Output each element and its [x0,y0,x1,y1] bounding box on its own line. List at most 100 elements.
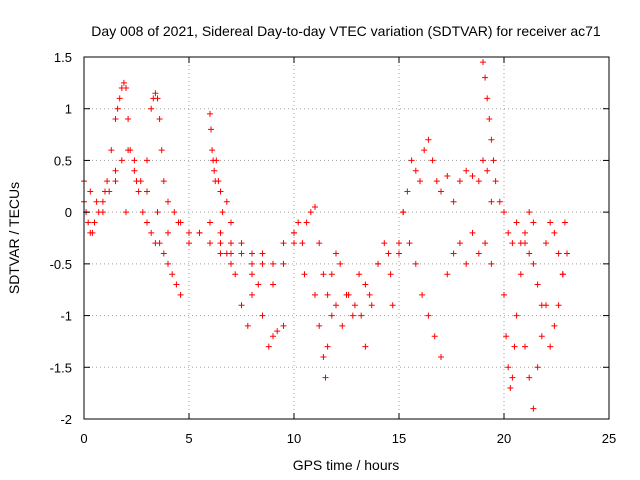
data-point [400,209,407,216]
data-point [270,260,276,267]
data-point [349,312,356,319]
data-point [503,333,510,340]
y-tick-label: -2 [60,412,72,427]
data-point [438,188,444,195]
data-point [496,198,503,205]
data-point [475,178,482,185]
data-point [177,291,184,298]
data-point [270,333,276,340]
data-point [316,240,323,247]
y-axis: -2 -1.5 -1 -0.5 0 0.5 1 1.5 [50,50,609,427]
data-point [366,291,373,298]
data-point [488,136,495,143]
data-point [490,157,497,164]
x-axis: 0 5 10 15 20 25 [80,57,616,446]
data-point [265,343,272,350]
data-point [389,302,396,309]
data-point [307,209,314,216]
data-point [526,250,533,257]
data-point [249,260,255,267]
data-point [259,312,266,319]
data-point [123,209,129,216]
y-tick-label: -1 [60,309,72,324]
data-point [501,291,507,298]
data-point [482,240,489,247]
series-track-k [501,250,570,412]
data-point [547,219,554,226]
data-point [538,333,545,340]
data-point [274,328,281,335]
y-tick-label: 0 [65,205,72,220]
data-point [213,157,220,164]
data-point [87,188,94,195]
data-point [387,271,394,278]
data-point [431,333,438,340]
data-point [419,291,426,298]
y-tick-label: 1 [65,102,72,117]
data-point [356,271,363,278]
data-point [444,172,451,179]
data-point [438,353,444,360]
data-point [396,240,402,247]
data-point [480,157,486,164]
data-point [299,240,306,247]
data-point [480,59,486,66]
data-point [217,250,224,257]
data-points [81,59,570,412]
data-point [169,271,176,278]
data-point [208,126,215,133]
data-point [238,302,245,309]
data-point [551,229,558,236]
data-point [396,250,402,257]
data-point [368,302,375,309]
grid [84,57,609,419]
data-point [507,384,514,391]
data-point [165,260,171,267]
data-point [488,198,495,205]
data-point [543,240,549,247]
data-point [154,95,161,102]
data-point [406,240,413,247]
data-point [328,271,335,278]
data-point [144,157,150,164]
data-point [228,240,234,247]
data-point [259,250,266,257]
data-point [429,157,436,164]
data-point [156,116,163,123]
data-point [509,374,516,381]
data-point [412,167,419,174]
data-point [339,322,346,329]
series-track-e [217,240,287,350]
data-point [559,271,566,278]
data-point [228,260,234,267]
data-point [291,229,297,236]
data-point [333,250,339,257]
data-point [148,105,155,112]
data-point [238,240,245,247]
data-point [154,209,161,216]
data-point [89,229,96,236]
data-point [93,198,100,205]
x-tick-label: 25 [602,431,616,446]
data-point [312,291,318,298]
data-point [358,312,365,319]
data-point [505,229,512,236]
data-point [475,250,482,257]
data-point [526,374,533,381]
series-track-f [249,240,392,381]
data-point [135,188,142,195]
data-point [223,250,230,257]
data-point [217,188,224,195]
data-point [112,178,119,185]
data-point [207,110,213,117]
data-point [513,219,520,226]
data-point [456,178,463,185]
data-point [343,291,350,298]
data-point [209,147,216,154]
data-point [91,219,98,226]
data-point [148,229,155,236]
data-point [505,364,512,371]
data-point [171,209,178,216]
data-point [522,240,528,247]
data-point [207,240,213,247]
